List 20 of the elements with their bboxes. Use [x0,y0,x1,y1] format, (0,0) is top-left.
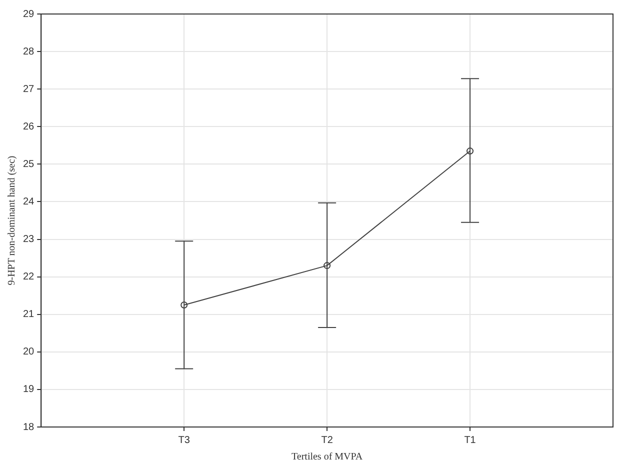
y-tick-label: 21 [23,309,35,320]
y-axis-title: 9-HPT non-dominant hand (sec) [6,156,18,286]
y-tick-label: 29 [23,8,35,20]
x-tick-label: T3 [178,434,190,446]
y-tick-label: 26 [23,121,35,132]
y-tick-label: 28 [23,46,35,58]
point [466,148,474,155]
y-tick-label: 25 [23,158,35,170]
x-axis-title: Tertiles of MVPA [291,452,364,463]
y-tick-label: 19 [23,384,35,396]
point [324,262,331,270]
x-tick-label: T1 [464,434,476,446]
x-tick-label: T2 [321,434,334,446]
y-tick-label: 18 [23,422,35,433]
y-tick-label: 27 [23,84,35,95]
y-tick-label: 23 [23,234,35,246]
point [180,301,188,308]
y-tick-label: 20 [23,346,35,358]
y-tick-label: 22 [23,272,35,283]
y-tick-label: 24 [23,196,35,208]
